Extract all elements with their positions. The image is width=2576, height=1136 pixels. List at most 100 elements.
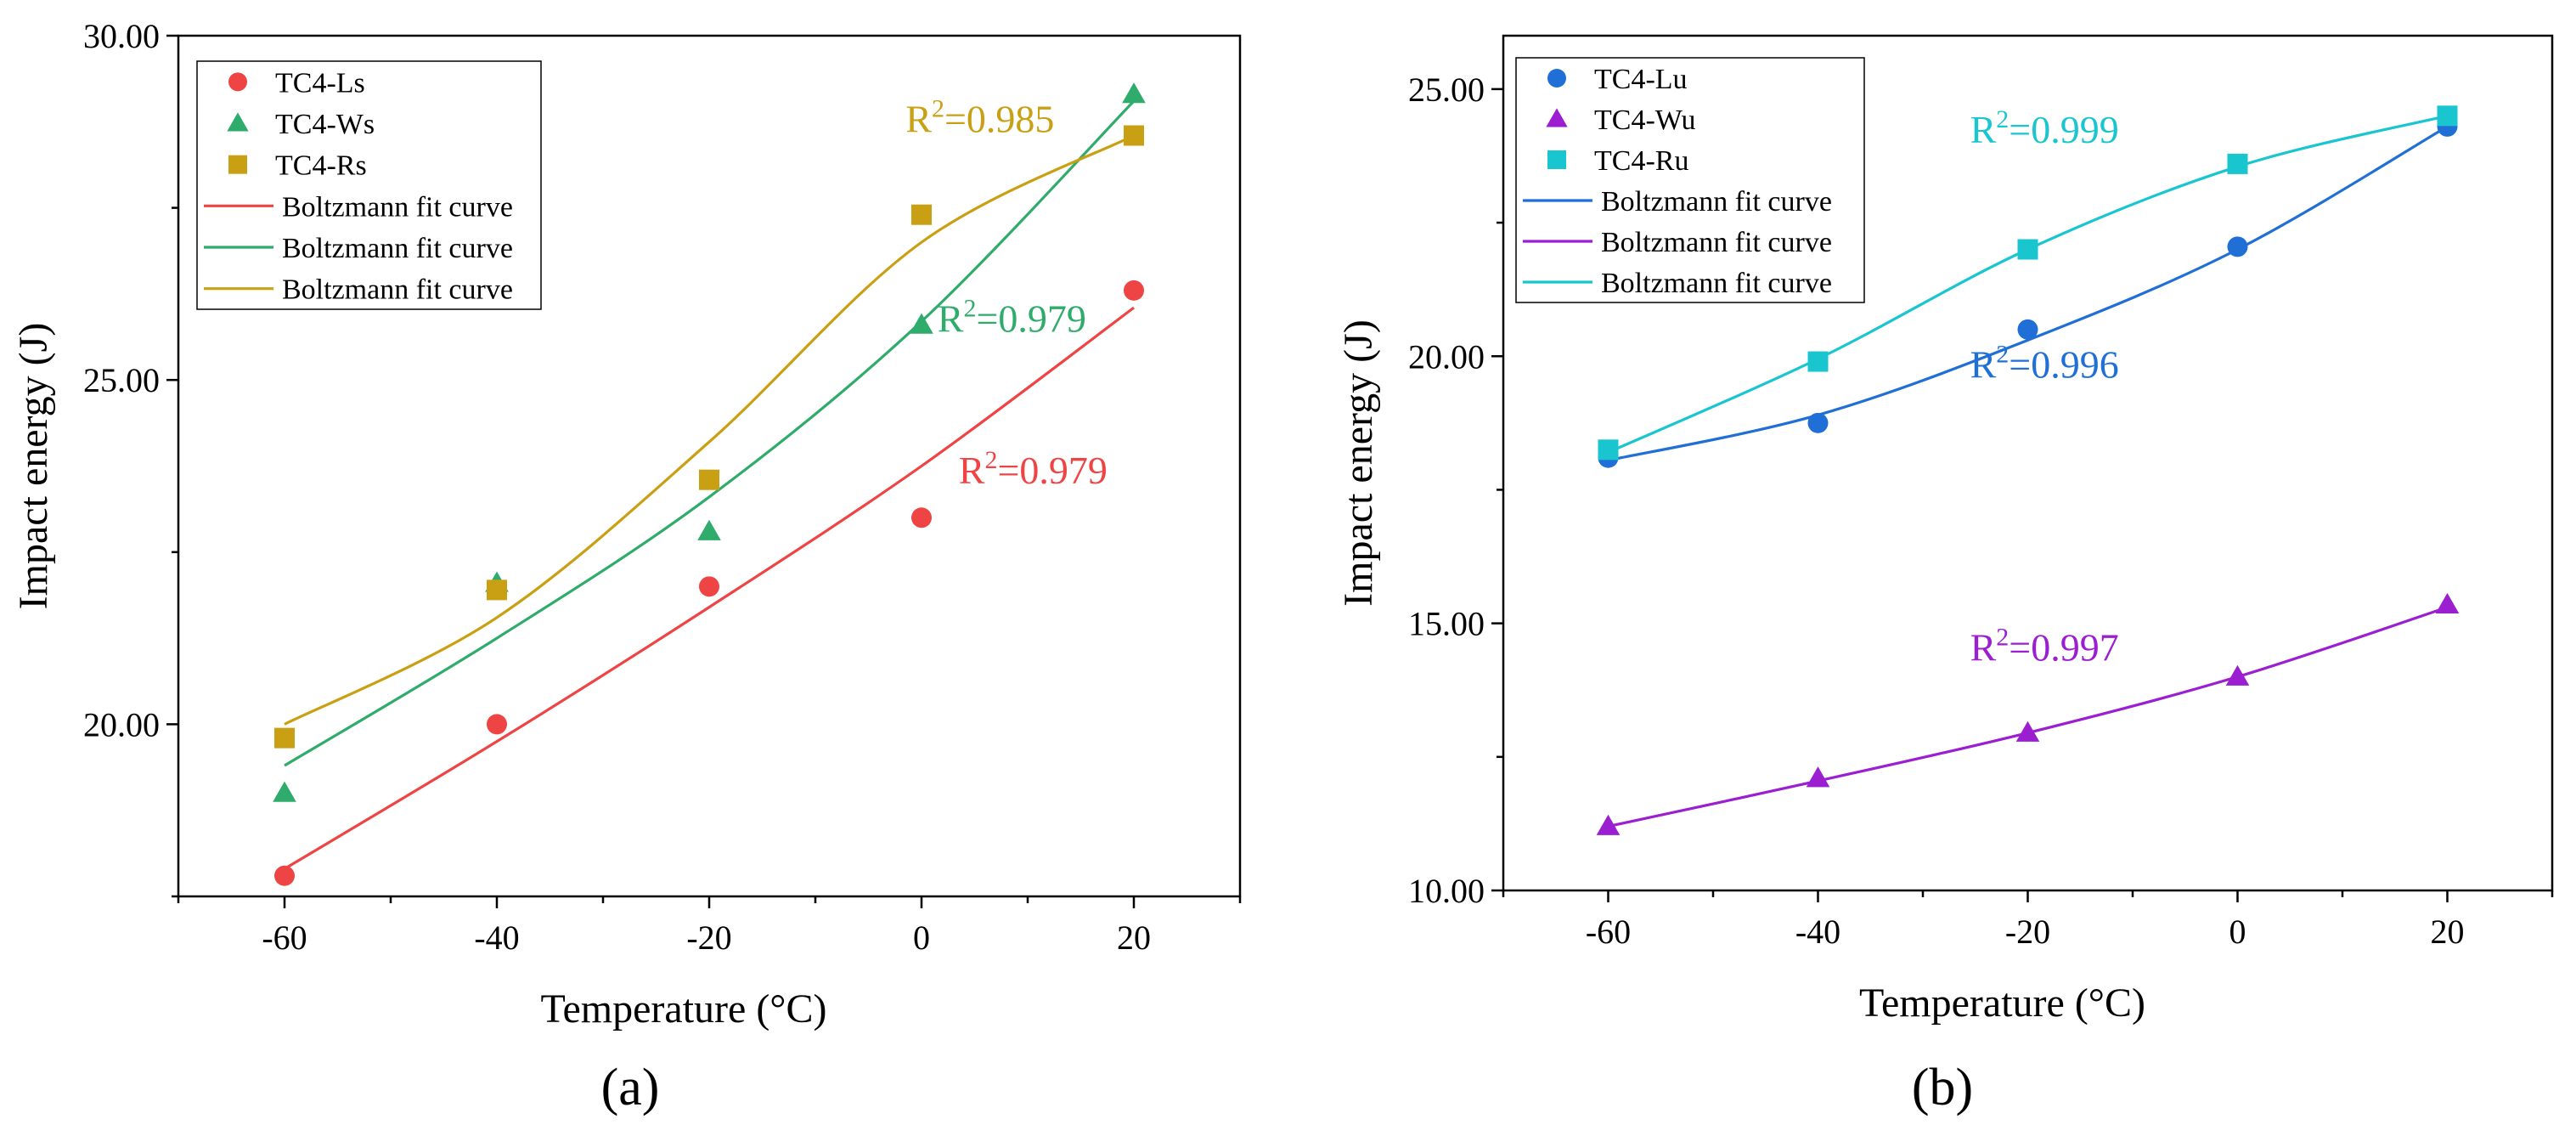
- data-point-tc4-wu: [1596, 814, 1621, 835]
- annotation-superscript: 2: [1996, 624, 2009, 652]
- data-point-tc4-rs: [487, 579, 507, 601]
- y-tick-label: 20.00: [1408, 337, 1485, 376]
- x-axis-label: Temperature (°C): [540, 986, 826, 1031]
- data-point-tc4-ws: [1122, 82, 1146, 104]
- legend-fit-label: Boltzmann fit curve: [1601, 268, 1832, 299]
- annotation-main: R: [938, 297, 964, 340]
- data-point-tc4-lu: [1807, 412, 1829, 433]
- legend-box: [196, 60, 542, 310]
- legend: TC4-Lu TC4-Wu TC4-Ru Boltzmann fit curve Bol…: [1515, 57, 1865, 303]
- data-point-tc4-ru: [2437, 105, 2458, 127]
- y-tick-label: 10.00: [1408, 872, 1485, 910]
- legend-label: TC4-Ru: [1594, 145, 1688, 177]
- annotation-superscript: 2: [984, 446, 997, 474]
- y-tick-label: 25.00: [1408, 71, 1485, 109]
- annotation-main: R: [959, 449, 985, 492]
- data-point-tc4-wu: [2015, 721, 2040, 742]
- legend-fit-label: Boltzmann fit curve: [282, 233, 513, 264]
- x-axis-label: Temperature (°C): [1859, 981, 2145, 1026]
- data-point-tc4-ls: [487, 714, 507, 735]
- legend-label: TC4-Wu: [1594, 105, 1696, 136]
- data-point-tc4-lu: [2227, 236, 2248, 257]
- r-squared-annotation: R2=0.979: [959, 446, 1108, 492]
- data-point-tc4-ru: [2227, 153, 2248, 174]
- fit-curve-tc4-rs: [284, 134, 1135, 726]
- fit-curve-tc4-ls: [284, 306, 1135, 870]
- data-point-tc4-ru: [1598, 439, 1619, 461]
- data-point-tc4-wu: [2435, 592, 2460, 613]
- legend-label: TC4-Lu: [1594, 64, 1688, 95]
- legend-label: TC4-Rs: [275, 150, 367, 182]
- annotation-value: =0.979: [976, 297, 1085, 340]
- data-point-tc4-ws: [910, 313, 933, 334]
- annotation-value: =0.996: [2009, 342, 2118, 386]
- data-point-tc4-rs: [699, 469, 719, 490]
- legend-label: TC4-Ls: [275, 67, 365, 99]
- r-squared-annotation: R2=0.985: [905, 94, 1054, 140]
- annotation-superscript: 2: [1996, 340, 2009, 368]
- x-tick-label: 0: [2229, 913, 2246, 951]
- legend-marker-tc4-ru: [1547, 150, 1566, 169]
- annotation-value: =0.979: [997, 449, 1107, 492]
- x-tick-label: -20: [686, 918, 731, 957]
- legend-fit-label: Boltzmann fit curve: [282, 274, 513, 306]
- x-tick-label: -40: [1795, 913, 1840, 951]
- annotation-value: =0.999: [2009, 108, 2118, 151]
- r-squared-annotation: R2=0.979: [938, 294, 1086, 340]
- x-tick-label: -20: [2005, 913, 2050, 951]
- data-point-tc4-ls: [911, 507, 932, 528]
- annotation-main: R: [1970, 342, 1997, 386]
- fit-curve-tc4-ws: [284, 99, 1136, 767]
- data-point-tc4-ws: [273, 781, 296, 802]
- r-squared-annotation: R2=0.997: [1970, 624, 2119, 670]
- annotation-superscript: 2: [963, 294, 976, 322]
- legend-marker-tc4-wu: [1546, 108, 1568, 127]
- data-point-tc4-rs: [274, 727, 295, 749]
- annotation-main: R: [1970, 626, 1997, 670]
- data-point-tc4-rs: [1124, 125, 1144, 146]
- panel-label: (b): [1912, 1059, 1973, 1116]
- annotation-main: R: [1970, 108, 1997, 151]
- chart-panel-b: -60 -40 -20 0 20 10.00 15.00 20.00 25.00 Temperat…: [1336, 34, 2554, 1116]
- data-point-tc4-ls: [274, 865, 295, 886]
- y-tick-label: 25.00: [83, 361, 160, 399]
- legend-marker-tc4-ws: [227, 112, 249, 132]
- data-point-tc4-rs: [911, 204, 932, 225]
- x-tick-label: 20: [1117, 918, 1151, 957]
- data-point-tc4-ls: [1124, 280, 1144, 301]
- legend-fit-label: Boltzmann fit curve: [1601, 227, 1832, 258]
- x-tick-label: -60: [262, 918, 307, 957]
- x-tick-label: 0: [913, 918, 930, 957]
- r-squared-annotation: R2=0.996: [1970, 340, 2119, 386]
- x-tick-label: -40: [474, 918, 519, 957]
- annotation-main: R: [905, 97, 932, 140]
- fit-curve-tc4-lu: [1608, 125, 2449, 462]
- legend-fit-label: Boltzmann fit curve: [282, 191, 513, 223]
- chart-panel-a: -60 -40 -20 0 20 20.00 25.00 30.00 Temperature (…: [11, 17, 1242, 1116]
- y-axis-label: Impact energy (J): [11, 323, 56, 610]
- data-point-tc4-ru: [2017, 239, 2038, 260]
- panel-label: (a): [601, 1059, 660, 1116]
- annotation-superscript: 2: [1996, 105, 2009, 133]
- data-point-tc4-wu: [1806, 766, 1830, 788]
- legend-marker-tc4-rs: [228, 155, 247, 174]
- legend-box: [1515, 57, 1865, 303]
- y-tick-label: 30.00: [83, 17, 160, 55]
- legend-fit-label: Boltzmann fit curve: [1601, 186, 1832, 218]
- data-point-tc4-ls: [699, 576, 719, 597]
- y-tick-label: 15.00: [1408, 605, 1485, 643]
- annotation-value: =0.985: [944, 97, 1054, 140]
- data-point-tc4-lu: [2017, 319, 2038, 340]
- y-tick-label: 20.00: [83, 705, 160, 743]
- x-tick-label: -60: [1586, 913, 1631, 951]
- data-point-tc4-ru: [1807, 351, 1829, 372]
- y-axis-label: Impact energy (J): [1336, 319, 1381, 607]
- annotation-superscript: 2: [932, 94, 944, 122]
- legend-label: TC4-Ws: [275, 109, 375, 140]
- x-tick-label: 20: [2431, 913, 2465, 951]
- data-point-tc4-ws: [697, 519, 721, 540]
- data-point-tc4-wu: [2225, 664, 2250, 686]
- legend-marker-tc4-ls: [228, 72, 247, 92]
- r-squared-annotation: R2=0.999: [1970, 105, 2119, 151]
